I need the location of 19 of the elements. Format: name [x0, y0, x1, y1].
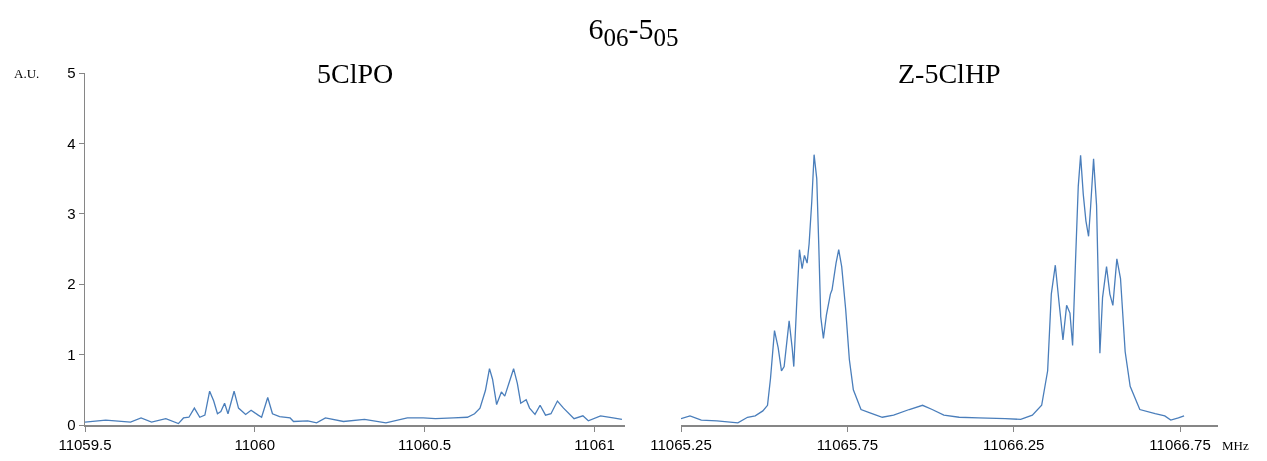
y-tick-label: 3	[67, 205, 76, 223]
chart-title: Z-5ClHP	[898, 58, 1001, 89]
x-tick-label: 11066.25	[982, 435, 1045, 453]
y-axis-title: A.U.	[14, 66, 40, 81]
chart-title: 6$_{06}$-5$_{05}$	[587, 12, 680, 52]
y-tick-label: 2	[67, 275, 76, 293]
x-tick-label: 11066.75	[1149, 435, 1211, 453]
y-tick-label: 4	[67, 134, 76, 152]
chart-subtitle: 5ClPO	[317, 58, 394, 89]
x-tick-label: 11060.5	[398, 435, 452, 453]
x-tick-label: 11059.5	[58, 435, 112, 453]
x-tick-label: 11065.75	[816, 435, 879, 453]
x-tick-label: 11060	[234, 435, 276, 453]
x-tick-label: 11065.25	[650, 435, 712, 453]
x-axis-title: MHz	[1222, 438, 1249, 453]
y-tick-label: 5	[67, 64, 76, 82]
y-tick-label: 1	[67, 345, 76, 363]
y-tick-label: 0	[67, 416, 76, 434]
x-tick-label: 11061	[574, 435, 615, 453]
